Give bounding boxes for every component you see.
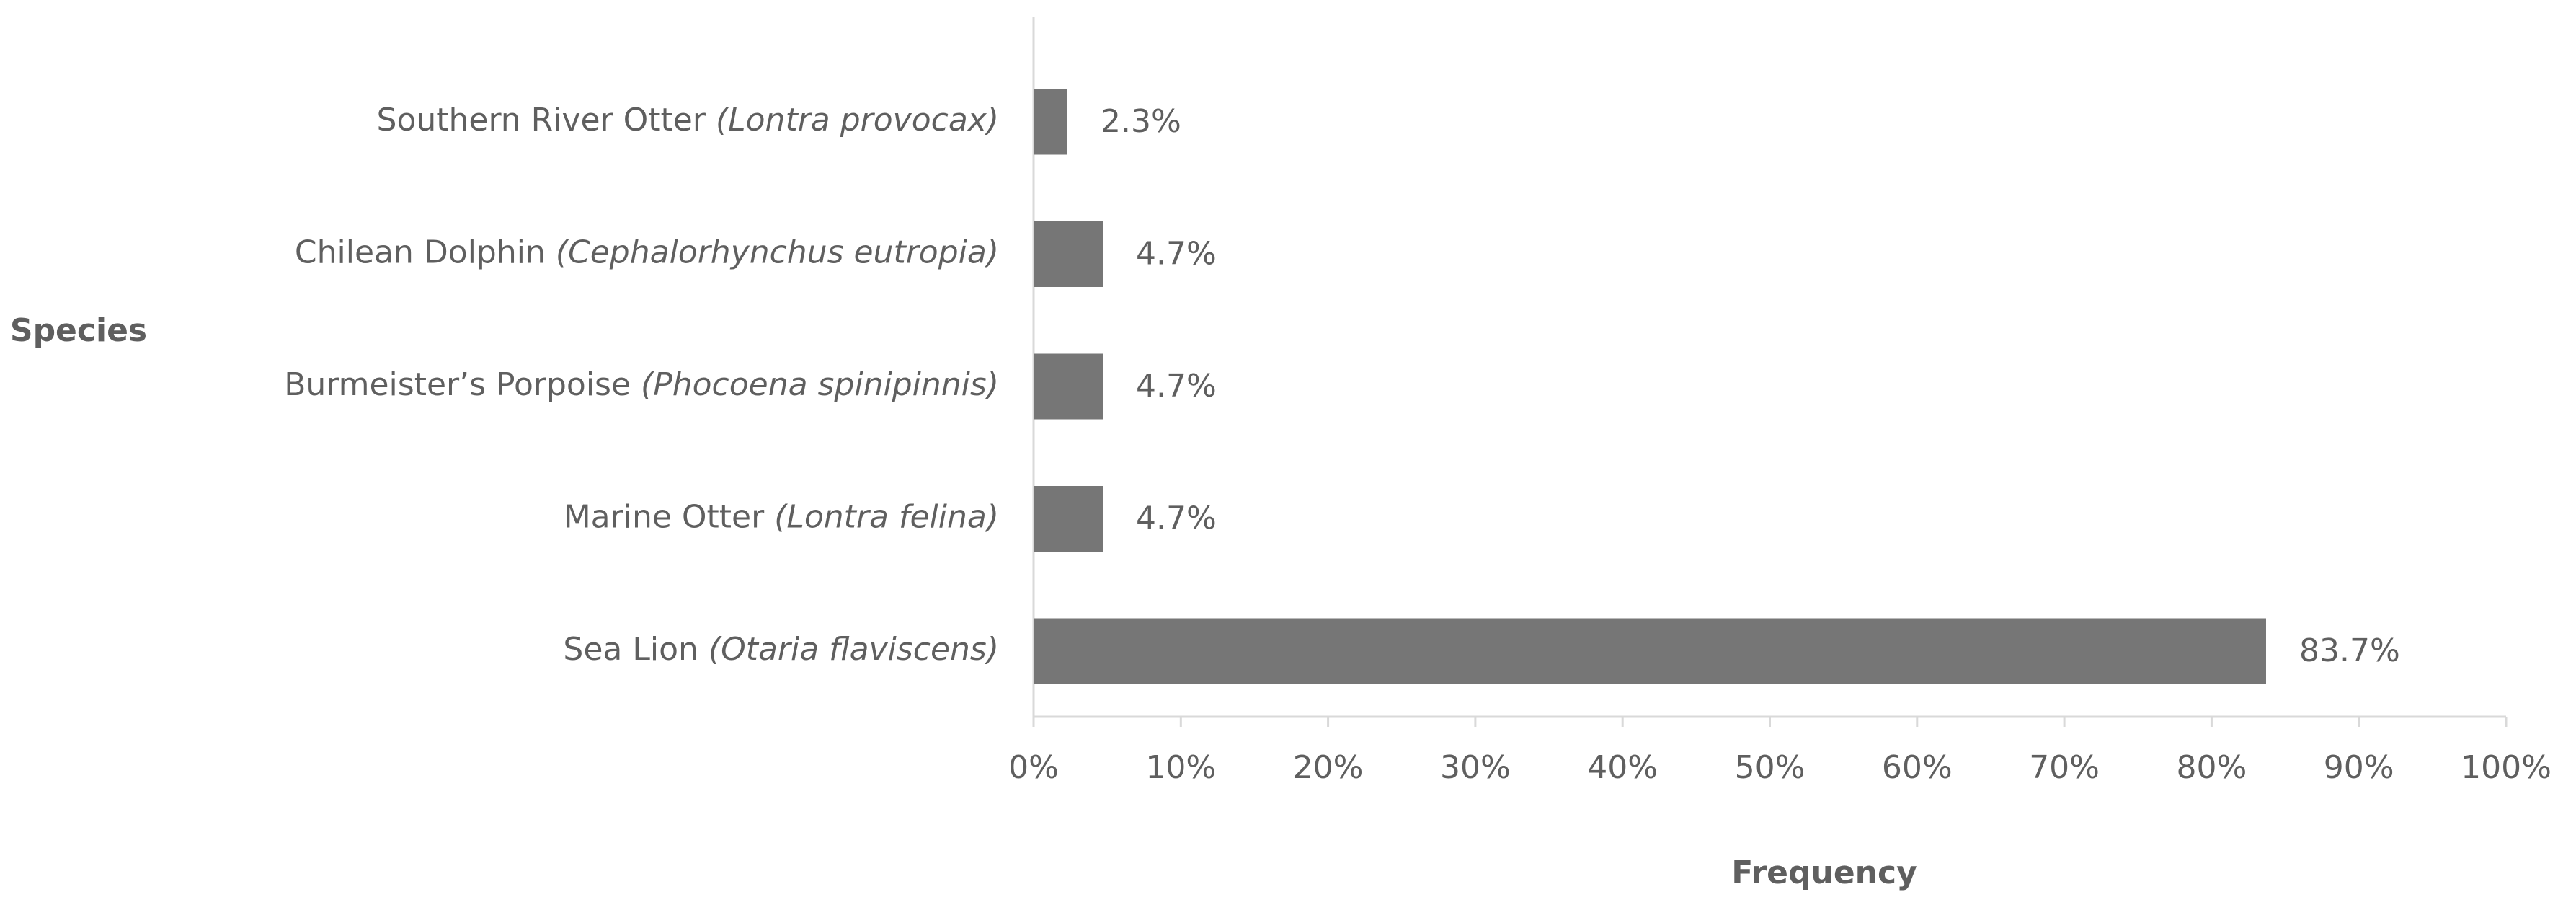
- x-tick-label: 50%: [1735, 749, 1806, 786]
- y-tick-label: Burmeister’s Porpoise (Phocoena spinipin…: [284, 366, 999, 403]
- data-label: 4.7%: [1136, 368, 1217, 405]
- y-tick-label: Sea Lion (Otaria flaviscens): [563, 631, 999, 668]
- bar: [1034, 221, 1103, 287]
- bar: [1034, 89, 1067, 155]
- bar: [1034, 353, 1103, 420]
- x-tick-label: 80%: [2177, 749, 2247, 786]
- x-tick-label: 60%: [1882, 749, 1953, 786]
- x-tick-label: 20%: [1293, 749, 1364, 786]
- y-tick-label: Marine Otter (Lontra felina): [564, 499, 999, 536]
- y-tick-label: Southern River Otter (Lontra provocax): [377, 102, 999, 138]
- data-label: 2.3%: [1101, 103, 1181, 140]
- x-axis-label: Frequency: [1731, 854, 1917, 891]
- bar: [1034, 618, 2266, 684]
- x-tick-label: 10%: [1145, 749, 1216, 786]
- data-label: 83.7%: [2299, 632, 2400, 669]
- data-label: 4.7%: [1136, 500, 1217, 537]
- x-tick-label: 0%: [1008, 749, 1059, 786]
- x-tick-label: 30%: [1440, 749, 1511, 786]
- bar: [1034, 486, 1103, 552]
- x-tick-label: 70%: [2029, 749, 2100, 786]
- x-tick-label: 40%: [1587, 749, 1658, 786]
- data-label: 4.7%: [1136, 236, 1217, 273]
- y-axis-label: Species: [10, 312, 147, 349]
- x-tick-label: 90%: [2324, 749, 2394, 786]
- x-tick-label: 100%: [2461, 749, 2551, 786]
- y-tick-label: Chilean Dolphin (Cephalorhynchus eutropi…: [295, 234, 999, 271]
